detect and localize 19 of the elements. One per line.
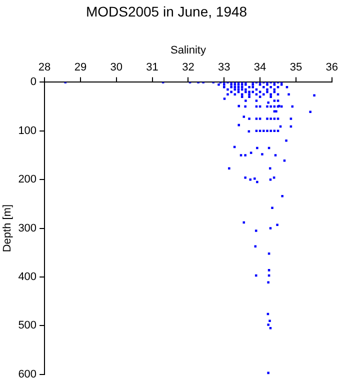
y-tick-label: 500	[18, 320, 37, 332]
x-tick-label: 29	[74, 62, 87, 74]
chart-title: MODS2005 in June, 1948	[86, 3, 248, 20]
y-tick-label: 100	[18, 124, 37, 137]
y-tick-label: 200	[18, 174, 37, 186]
y-tick-label: 300	[18, 222, 37, 234]
x-tick-label: 35	[290, 62, 302, 74]
x-tick-label: 34	[254, 62, 266, 74]
x-tick-label: 36	[326, 62, 338, 74]
y-tick-label: 0	[30, 76, 37, 88]
x-tick-label: 33	[218, 62, 230, 74]
x-tick-label: 28	[38, 62, 51, 74]
x-tick-label: 32	[182, 62, 194, 74]
x-axis-title: Salinity	[170, 44, 206, 56]
y-axis-title: Depth [m]	[2, 204, 14, 252]
x-tick-label: 31	[146, 62, 158, 74]
y-tick-label: 400	[18, 271, 37, 284]
x-tick-label: 30	[110, 62, 123, 74]
y-tick-label: 600	[18, 368, 37, 380]
